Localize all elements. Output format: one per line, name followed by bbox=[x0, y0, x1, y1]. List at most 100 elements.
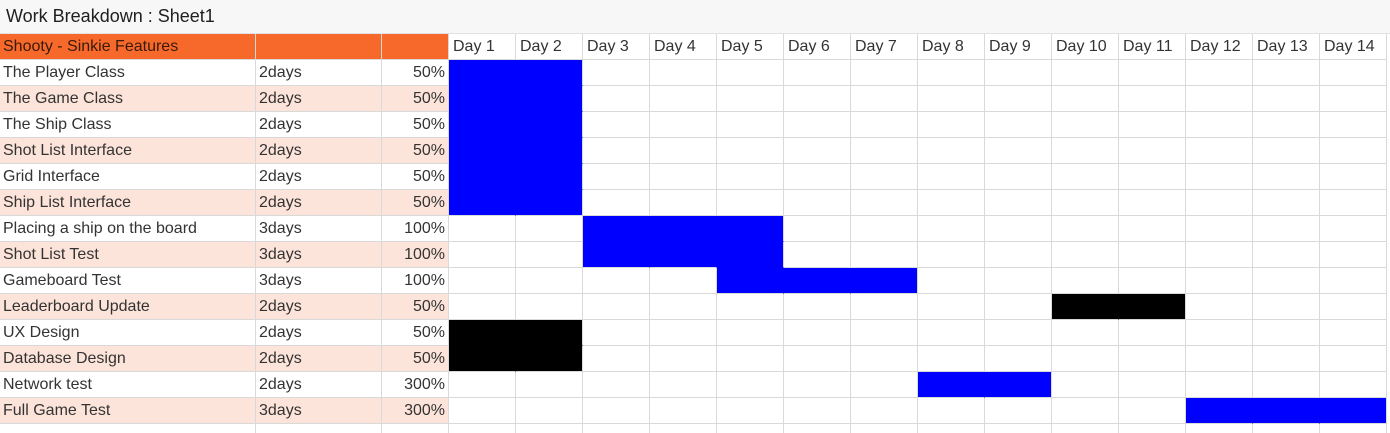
day-header-3[interactable]: Day 3 bbox=[583, 34, 650, 60]
gantt-empty-cell[interactable] bbox=[985, 60, 1052, 86]
task-duration-cell[interactable]: 2days bbox=[256, 372, 382, 398]
gantt-empty-cell[interactable] bbox=[851, 398, 918, 424]
gantt-empty-cell[interactable] bbox=[985, 242, 1052, 268]
day-header-9[interactable]: Day 9 bbox=[985, 34, 1052, 60]
gantt-empty-cell[interactable] bbox=[1119, 268, 1186, 294]
gantt-empty-cell[interactable] bbox=[1186, 190, 1253, 216]
gantt-bar-cell[interactable] bbox=[516, 190, 583, 216]
day-header-11[interactable]: Day 11 bbox=[1119, 34, 1186, 60]
gantt-empty-cell[interactable] bbox=[516, 216, 583, 242]
gantt-empty-cell[interactable] bbox=[1186, 164, 1253, 190]
gantt-empty-cell[interactable] bbox=[1253, 346, 1320, 372]
gantt-empty-cell[interactable] bbox=[1320, 268, 1387, 294]
gantt-empty-cell[interactable] bbox=[650, 164, 717, 190]
gantt-empty-cell[interactable] bbox=[918, 242, 985, 268]
gantt-empty-cell[interactable] bbox=[918, 216, 985, 242]
project-title-cell[interactable]: Shooty - Sinkie Features bbox=[0, 34, 256, 60]
task-name-cell[interactable]: Gameboard Test bbox=[0, 268, 256, 294]
gantt-empty-cell[interactable] bbox=[1253, 216, 1320, 242]
gantt-empty-cell[interactable] bbox=[851, 164, 918, 190]
empty-cell[interactable] bbox=[650, 424, 717, 433]
empty-cell[interactable] bbox=[918, 424, 985, 433]
gantt-empty-cell[interactable] bbox=[784, 112, 851, 138]
gantt-bar-cell[interactable] bbox=[650, 242, 717, 268]
gantt-empty-cell[interactable] bbox=[1052, 138, 1119, 164]
day-header-13[interactable]: Day 13 bbox=[1253, 34, 1320, 60]
gantt-empty-cell[interactable] bbox=[583, 294, 650, 320]
gantt-empty-cell[interactable] bbox=[1052, 60, 1119, 86]
gantt-empty-cell[interactable] bbox=[918, 164, 985, 190]
gantt-empty-cell[interactable] bbox=[851, 294, 918, 320]
gantt-empty-cell[interactable] bbox=[1052, 268, 1119, 294]
gantt-empty-cell[interactable] bbox=[516, 372, 583, 398]
gantt-empty-cell[interactable] bbox=[1186, 372, 1253, 398]
gantt-empty-cell[interactable] bbox=[717, 372, 784, 398]
gantt-empty-cell[interactable] bbox=[449, 372, 516, 398]
gantt-empty-cell[interactable] bbox=[784, 60, 851, 86]
task-duration-cell[interactable]: 2days bbox=[256, 294, 382, 320]
gantt-empty-cell[interactable] bbox=[1119, 164, 1186, 190]
gantt-empty-cell[interactable] bbox=[1253, 164, 1320, 190]
task-percent-cell[interactable]: 100% bbox=[382, 268, 449, 294]
gantt-empty-cell[interactable] bbox=[851, 60, 918, 86]
gantt-bar-cell[interactable] bbox=[449, 346, 516, 372]
gantt-empty-cell[interactable] bbox=[650, 190, 717, 216]
gantt-empty-cell[interactable] bbox=[583, 398, 650, 424]
gantt-empty-cell[interactable] bbox=[1253, 86, 1320, 112]
task-percent-cell[interactable]: 300% bbox=[382, 398, 449, 424]
gantt-bar-cell[interactable] bbox=[583, 242, 650, 268]
gantt-bar-cell[interactable] bbox=[516, 86, 583, 112]
gantt-empty-cell[interactable] bbox=[1052, 190, 1119, 216]
gantt-empty-cell[interactable] bbox=[650, 60, 717, 86]
gantt-empty-cell[interactable] bbox=[1253, 268, 1320, 294]
gantt-empty-cell[interactable] bbox=[1119, 320, 1186, 346]
gantt-empty-cell[interactable] bbox=[1320, 216, 1387, 242]
task-name-cell[interactable]: Shot List Test bbox=[0, 242, 256, 268]
gantt-empty-cell[interactable] bbox=[583, 372, 650, 398]
gantt-bar-cell[interactable] bbox=[449, 320, 516, 346]
empty-cell[interactable] bbox=[717, 424, 784, 433]
gantt-empty-cell[interactable] bbox=[784, 138, 851, 164]
gantt-empty-cell[interactable] bbox=[985, 216, 1052, 242]
gantt-empty-cell[interactable] bbox=[918, 346, 985, 372]
gantt-empty-cell[interactable] bbox=[717, 138, 784, 164]
header-cell-percent[interactable] bbox=[382, 34, 449, 60]
task-percent-cell[interactable]: 300% bbox=[382, 372, 449, 398]
empty-cell[interactable] bbox=[1320, 424, 1387, 433]
task-percent-cell[interactable]: 50% bbox=[382, 112, 449, 138]
gantt-empty-cell[interactable] bbox=[583, 346, 650, 372]
task-name-cell[interactable]: Leaderboard Update bbox=[0, 294, 256, 320]
empty-cell[interactable] bbox=[0, 424, 256, 433]
gantt-empty-cell[interactable] bbox=[717, 112, 784, 138]
gantt-empty-cell[interactable] bbox=[1119, 398, 1186, 424]
gantt-empty-cell[interactable] bbox=[583, 60, 650, 86]
task-duration-cell[interactable]: 2days bbox=[256, 164, 382, 190]
gantt-empty-cell[interactable] bbox=[1119, 112, 1186, 138]
gantt-empty-cell[interactable] bbox=[717, 190, 784, 216]
gantt-empty-cell[interactable] bbox=[650, 372, 717, 398]
gantt-empty-cell[interactable] bbox=[583, 190, 650, 216]
gantt-bar-cell[interactable] bbox=[650, 216, 717, 242]
gantt-bar-cell[interactable] bbox=[449, 190, 516, 216]
gantt-empty-cell[interactable] bbox=[918, 86, 985, 112]
gantt-empty-cell[interactable] bbox=[1186, 346, 1253, 372]
task-duration-cell[interactable]: 3days bbox=[256, 242, 382, 268]
gantt-empty-cell[interactable] bbox=[784, 398, 851, 424]
gantt-empty-cell[interactable] bbox=[1186, 86, 1253, 112]
task-duration-cell[interactable]: 2days bbox=[256, 60, 382, 86]
gantt-bar-cell[interactable] bbox=[1320, 398, 1387, 424]
gantt-empty-cell[interactable] bbox=[918, 294, 985, 320]
empty-cell[interactable] bbox=[784, 424, 851, 433]
gantt-empty-cell[interactable] bbox=[1186, 294, 1253, 320]
day-header-10[interactable]: Day 10 bbox=[1052, 34, 1119, 60]
gantt-empty-cell[interactable] bbox=[851, 86, 918, 112]
task-percent-cell[interactable]: 50% bbox=[382, 294, 449, 320]
task-duration-cell[interactable]: 3days bbox=[256, 216, 382, 242]
gantt-empty-cell[interactable] bbox=[717, 320, 784, 346]
gantt-bar-cell[interactable] bbox=[583, 216, 650, 242]
empty-cell[interactable] bbox=[382, 424, 449, 433]
empty-cell[interactable] bbox=[1052, 424, 1119, 433]
gantt-empty-cell[interactable] bbox=[1253, 138, 1320, 164]
gantt-bar-cell[interactable] bbox=[1186, 398, 1253, 424]
gantt-empty-cell[interactable] bbox=[918, 60, 985, 86]
